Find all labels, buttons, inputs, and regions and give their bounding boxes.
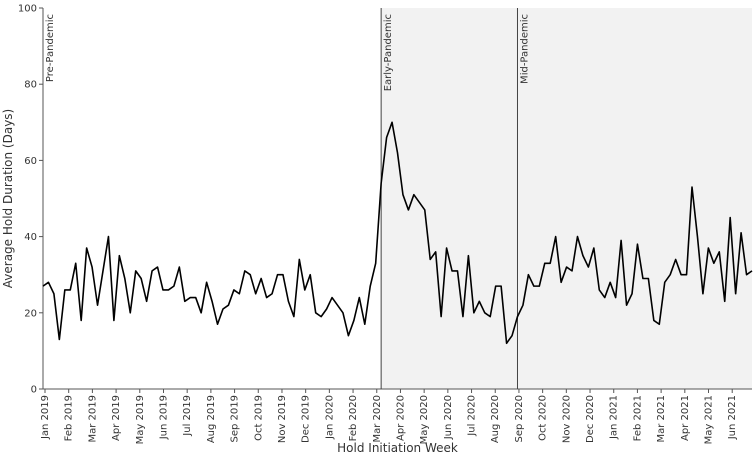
x-axis-ticks: Jan 2019 Feb 2019 Mar 2019 Apr 2019 May 2019… bbox=[40, 389, 738, 444]
x-tick-label: Oct 2020 bbox=[538, 395, 549, 441]
x-tick-label: Sep 2020 bbox=[514, 395, 525, 442]
x-tick-label: Sep 2019 bbox=[230, 395, 241, 442]
x-tick-label: Jan 2021 bbox=[609, 395, 620, 440]
x-tick-label: Feb 2019 bbox=[64, 395, 75, 441]
x-tick-label: Jan 2020 bbox=[324, 395, 335, 440]
x-tick-label: May 2021 bbox=[704, 395, 715, 444]
period-label: Early-Pandemic bbox=[383, 14, 394, 91]
x-tick-label: May 2020 bbox=[419, 395, 430, 444]
x-tick-label: Feb 2021 bbox=[632, 395, 643, 441]
y-tick-label: 80 bbox=[24, 80, 37, 91]
period-label: Mid-Pandemic bbox=[519, 14, 530, 84]
series-layer bbox=[42, 121, 753, 345]
shaded-period-region bbox=[381, 8, 752, 389]
x-tick-label: Mar 2021 bbox=[656, 395, 667, 443]
x-tick-label: May 2019 bbox=[135, 395, 146, 444]
x-tick-label: Jul 2019 bbox=[182, 395, 193, 437]
y-axis-ticks: 0 20 40 60 80 100 bbox=[18, 4, 43, 396]
x-tick-label: Dec 2020 bbox=[585, 395, 596, 443]
y-tick-label: 0 bbox=[31, 385, 37, 396]
x-tick-label: Nov 2019 bbox=[277, 395, 288, 443]
x-tick-label: Jun 2020 bbox=[443, 395, 454, 440]
x-tick-label: Apr 2019 bbox=[111, 395, 122, 441]
period-shading-layer bbox=[381, 8, 752, 389]
x-tick-label: Jul 2020 bbox=[467, 395, 478, 437]
x-tick-label: Jun 2019 bbox=[158, 395, 169, 440]
period-markers: Pre-Pandemic Early-Pandemic Mid-Pandemic bbox=[45, 8, 530, 389]
x-tick-label: Apr 2021 bbox=[680, 395, 691, 441]
axes bbox=[42, 8, 752, 390]
x-tick-label: Oct 2019 bbox=[253, 395, 264, 441]
x-tick-label: Aug 2020 bbox=[490, 395, 501, 443]
series-line bbox=[42, 121, 753, 345]
x-tick-label: Nov 2020 bbox=[561, 395, 572, 443]
y-tick-label: 40 bbox=[24, 232, 37, 243]
x-tick-label: Mar 2020 bbox=[372, 395, 383, 443]
x-tick-label: Apr 2020 bbox=[395, 395, 406, 441]
x-tick-label: Jan 2019 bbox=[40, 395, 51, 440]
x-tick-label: Jun 2021 bbox=[727, 395, 738, 440]
y-tick-label: 20 bbox=[24, 308, 37, 319]
period-label: Pre-Pandemic bbox=[45, 14, 56, 82]
x-tick-label: Mar 2019 bbox=[87, 395, 98, 443]
x-tick-label: Aug 2019 bbox=[206, 395, 217, 443]
x-tick-label: Feb 2020 bbox=[348, 395, 359, 441]
x-axis-title: Hold Initiation Week bbox=[337, 441, 458, 455]
x-tick-label: Dec 2019 bbox=[301, 395, 312, 443]
y-tick-label: 60 bbox=[24, 156, 37, 167]
y-tick-label: 100 bbox=[18, 4, 37, 15]
y-axis-title: Average Hold Duration (Days) bbox=[1, 109, 15, 288]
